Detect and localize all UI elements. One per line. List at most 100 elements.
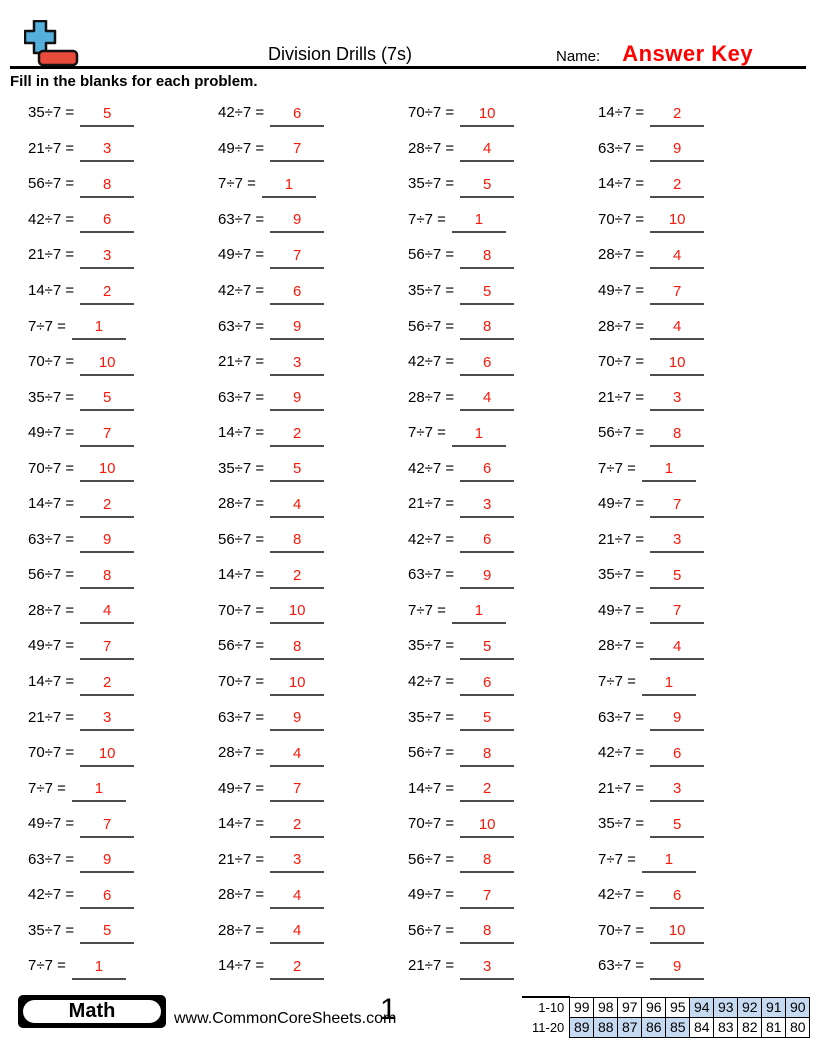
answer-value: 5 [483, 282, 492, 300]
answer-line: 2 [80, 283, 135, 305]
answer-value: 8 [483, 851, 492, 869]
answer-line: 10 [80, 354, 135, 376]
problem-equation: 7÷7 = [28, 957, 66, 975]
problem: 21÷7 = 3 [598, 522, 788, 558]
problem: 70÷7 = 10 [598, 913, 788, 949]
problem-equation: 63÷7 = [28, 850, 75, 868]
problem: 14÷7 = 2 [218, 948, 408, 984]
problem: 28÷7 = 4 [218, 735, 408, 771]
answer-line: 7 [80, 638, 135, 660]
answer-value: 1 [474, 424, 484, 442]
problem-equation: 21÷7 = [408, 957, 455, 975]
problem: 21÷7 = 3 [408, 948, 598, 984]
problem: 63÷7 = 9 [218, 379, 408, 415]
answer-value: 10 [98, 460, 116, 478]
problem-equation: 63÷7 = [408, 566, 455, 584]
problem: 49÷7 = 7 [218, 770, 408, 806]
problem: 35÷7 = 5 [28, 913, 218, 949]
problem-equation: 56÷7 = [408, 317, 455, 335]
problem: 14÷7 = 2 [218, 806, 408, 842]
answer-line: 6 [650, 887, 705, 909]
score-cell: 89 [569, 1016, 595, 1038]
problem-equation: 35÷7 = [408, 637, 455, 655]
answer-line: 2 [650, 105, 705, 127]
problem: 63÷7 = 9 [218, 202, 408, 238]
problem-equation: 28÷7 = [408, 139, 455, 157]
problem: 49÷7 = 7 [598, 593, 788, 629]
answer-value: 5 [673, 566, 682, 584]
problem: 28÷7 = 4 [218, 486, 408, 522]
answer-line: 6 [270, 105, 325, 127]
problem: 56÷7 = 8 [408, 237, 598, 273]
answer-value: 9 [483, 566, 492, 584]
problem-equation: 28÷7 = [598, 637, 645, 655]
answer-value: 4 [673, 637, 682, 655]
problem: 28÷7 = 4 [218, 913, 408, 949]
problem: 7÷7 = 1 [408, 415, 598, 451]
problem: 35÷7 = 5 [28, 379, 218, 415]
answer-line: 9 [460, 566, 515, 589]
answer-value: 1 [284, 175, 294, 193]
problem-equation: 56÷7 = [28, 566, 75, 584]
answer-line: 9 [80, 531, 135, 554]
answer-line: 3 [270, 354, 325, 376]
answer-value: 7 [673, 282, 682, 300]
answer-value: 2 [293, 815, 302, 833]
answer-value: 9 [673, 709, 682, 727]
score-cell: 97 [617, 996, 643, 1018]
problems-grid: 35÷7 = 5 42÷7 = 6 70÷7 = 10 14÷7 = 2 21÷7 = 3 49÷7… [28, 95, 788, 984]
answer-line: 9 [650, 958, 705, 980]
answer-line: 7 [650, 602, 705, 625]
answer-line: 8 [460, 922, 515, 945]
problem-equation: 35÷7 = [28, 104, 75, 122]
answer-value: 5 [103, 922, 112, 940]
problem: 70÷7 = 10 [28, 735, 218, 771]
answer-line: 6 [460, 674, 515, 696]
problem: 28÷7 = 4 [598, 628, 788, 664]
answer-line: 7 [270, 140, 325, 163]
problem: 63÷7 = 9 [598, 699, 788, 735]
answer-line: 6 [80, 211, 135, 234]
answer-line: 9 [80, 851, 135, 874]
answer-value: 3 [103, 140, 112, 158]
answer-line: 6 [270, 282, 325, 305]
answer-line: 5 [80, 105, 135, 127]
problem-equation: 21÷7 = [28, 708, 75, 726]
problem: 63÷7 = 9 [28, 522, 218, 558]
answer-value: 5 [483, 175, 492, 193]
problem-equation: 21÷7 = [598, 530, 645, 548]
answer-line: 5 [650, 816, 705, 838]
answer-line: 5 [80, 922, 135, 945]
answer-value: 6 [103, 211, 112, 229]
problem-equation: 14÷7 = [598, 175, 645, 193]
answer-line: 1 [451, 424, 506, 447]
problem-equation: 28÷7 = [218, 744, 265, 762]
problem-equation: 35÷7 = [28, 388, 75, 406]
problem: 70÷7 = 10 [598, 344, 788, 380]
problem-equation: 42÷7 = [218, 282, 265, 299]
answer-line: 2 [80, 674, 135, 696]
answer-line: 1 [451, 602, 506, 625]
problem-equation: 56÷7 = [408, 744, 455, 762]
problem: 35÷7 = 5 [28, 95, 218, 131]
problem-equation: 14÷7 = [218, 957, 265, 975]
problem: 14÷7 = 2 [218, 557, 408, 593]
answer-line: 6 [80, 887, 135, 909]
answer-line: 4 [650, 247, 705, 269]
problem-equation: 21÷7 = [28, 246, 75, 264]
answer-line: 2 [270, 425, 325, 447]
problem-equation: 28÷7 = [218, 495, 265, 513]
answer-value: 6 [293, 282, 302, 300]
problem: 42÷7 = 6 [28, 877, 218, 913]
problem-equation: 21÷7 = [218, 353, 265, 371]
answer-value: 2 [293, 566, 302, 584]
problem-equation: 70÷7 = [598, 921, 645, 939]
website-text: www.CommonCoreSheets.com [174, 1010, 397, 1027]
answer-value: 3 [673, 531, 682, 549]
problem-equation: 70÷7 = [598, 210, 645, 228]
problem: 7÷7 = 1 [408, 202, 598, 238]
problem-equation: 49÷7 = [28, 424, 75, 442]
commoncoresheets-logo [24, 20, 79, 67]
problem: 14÷7 = 2 [598, 95, 788, 131]
problem-equation: 70÷7 = [28, 744, 75, 762]
